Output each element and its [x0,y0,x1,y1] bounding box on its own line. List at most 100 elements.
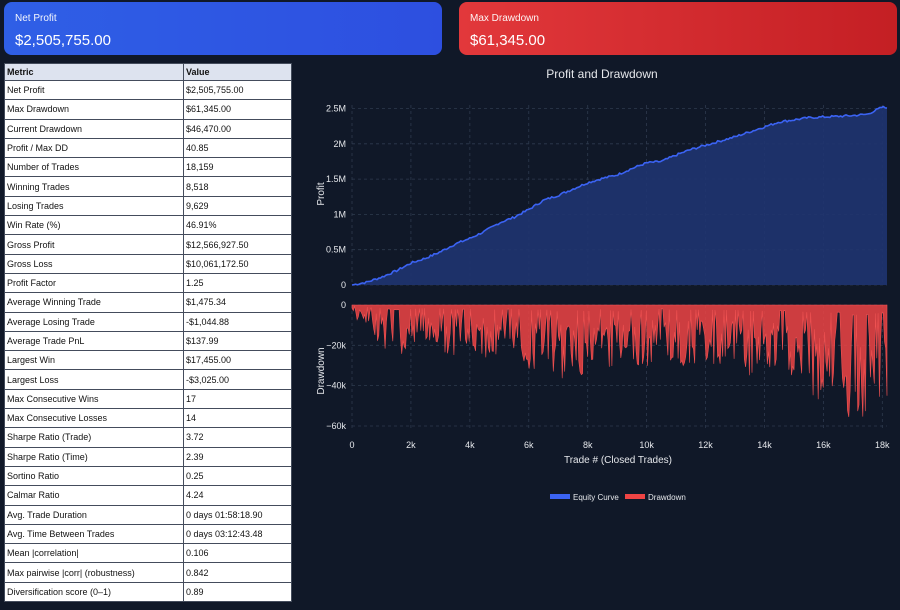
metric-name-cell: Avg. Time Between Trades [4,523,184,545]
metric-value-cell: 0.25 [183,465,292,487]
metrics-header-row: Metric Value [4,63,292,81]
table-row: Max Consecutive Wins 17 [4,388,292,410]
metric-name-cell: Max Drawdown [4,99,184,120]
metric-name-cell: Largest Loss [4,369,184,390]
legend-label-equity-curve: Equity Curve [573,493,619,502]
table-row: Diversification score (0–1) 0.89 [4,581,292,603]
table-row: Average Trade PnL $137.99 [4,330,292,352]
metric-name-cell: Net Profit [4,79,184,101]
metrics-table-container: Metric Value Net Profit $2,505,755.00 Max … [4,63,292,603]
x-tick-label: 18k [875,440,890,450]
profit-y-tick-label: 1.5M [326,174,346,184]
x-tick-label: 16k [816,440,831,450]
legend-item-equity-curve[interactable]: Equity Curve [550,493,619,502]
equity-curve-line [351,105,888,286]
table-row: Max Consecutive Losses 14 [4,408,292,429]
metric-value-cell: 40.85 [183,137,292,159]
table-row: Average Winning Trade $1,475.34 [4,292,292,313]
legend-swatch-equity-curve [550,494,570,499]
drawdown-panel [351,304,888,418]
table-row: Max pairwise |corr| (robustness) 0.842 [4,562,292,583]
table-row: Losing Trades 9,629 [4,195,292,217]
metric-name-cell: Number of Trades [4,157,184,178]
metric-value-cell: $10,061,172.50 [183,253,292,274]
table-row: Gross Profit $12,566,927.50 [4,234,292,255]
metric-value-cell: $61,345.00 [183,99,292,120]
net-profit-card-value: $2,505,755.00 [15,32,111,49]
metrics-table: Metric Value Net Profit $2,505,755.00 Max … [4,63,292,603]
max-drawdown-card-title: Max Drawdown [470,13,539,24]
metric-value-cell: $17,455.00 [183,350,292,371]
metric-value-cell: -$1,044.88 [183,311,292,332]
metric-value-cell: $2,505,755.00 [183,79,292,101]
metric-value-cell: -$3,025.00 [183,369,292,390]
metric-value-cell: 46.91% [183,215,292,236]
metric-name-cell: Largest Win [4,350,184,371]
metric-name-cell: Sortino Ratio [4,465,184,487]
x-tick-label: 14k [757,440,772,450]
metric-value-cell: $1,475.34 [183,292,292,313]
metric-name-cell: Profit Factor [4,272,184,294]
profit-y-tick-label: 2M [333,139,346,149]
metric-name-cell: Gross Profit [4,234,184,255]
metric-value-cell: 18,159 [183,157,292,178]
x-tick-label: 10k [639,440,654,450]
metric-name-cell: Max pairwise |corr| (robustness) [4,562,184,583]
x-tick-label: 4k [465,440,475,450]
drawdown-y-tick-label: −60k [326,421,346,431]
table-row: Max Drawdown $61,345.00 [4,99,292,120]
metric-value-cell: 0.106 [183,543,292,564]
profit-y-tick-label: 0 [341,280,346,290]
drawdown-axis-label: Drawdown [316,347,327,394]
max-drawdown-card: Max Drawdown $61,345.00 [459,2,897,55]
metric-name-cell: Max Consecutive Losses [4,408,184,429]
metric-name-cell: Current Drawdown [4,118,184,139]
x-tick-label: 0 [349,440,354,450]
table-row: Current Drawdown $46,470.00 [4,118,292,139]
x-tick-label: 2k [406,440,416,450]
metric-name-cell: Winning Trades [4,176,184,197]
equity-curve-area [352,106,887,285]
metric-name-cell: Gross Loss [4,253,184,274]
drawdown-y-tick-label: −40k [326,381,346,391]
metric-name-cell: Sharpe Ratio (Time) [4,446,184,467]
profit-panel [351,105,888,286]
table-row: Largest Win $17,455.00 [4,350,292,371]
table-row: Avg. Time Between Trades 0 days 03:12:43.… [4,523,292,545]
metric-value-cell: 4.24 [183,485,292,506]
table-row: Sortino Ratio 0.25 [4,465,292,487]
profit-y-tick-label: 2.5M [326,104,346,114]
metric-value-cell: 0 days 01:58:18.90 [183,504,292,525]
metric-name-cell: Losing Trades [4,195,184,217]
x-tick-label: 12k [698,440,713,450]
metric-value-cell: 2.39 [183,446,292,467]
table-row: Sharpe Ratio (Time) 2.39 [4,446,292,467]
legend-label-drawdown: Drawdown [648,493,686,502]
table-row: Mean |correlation| 0.106 [4,543,292,564]
metric-value-cell: $12,566,927.50 [183,234,292,255]
metric-value-cell: 17 [183,388,292,410]
chart-axes: 0 2k 4k 6k 8k 10k 12k 14k 16k 18k 0 0.5M 1M 1.5M 2M 2.5… [326,104,890,450]
metric-value-cell: 0.842 [183,562,292,583]
metric-value-cell: 14 [183,408,292,429]
metric-value-cell: 0.89 [183,581,292,603]
chart-title: Profit and Drawdown [546,67,657,81]
table-row: Profit / Max DD 40.85 [4,137,292,159]
x-tick-label: 8k [583,440,593,450]
legend-item-drawdown[interactable]: Drawdown [625,493,686,502]
table-row: Avg. Trade Duration 0 days 01:58:18.90 [4,504,292,525]
table-row: Average Losing Trade -$1,044.88 [4,311,292,332]
metric-value-cell: 1.25 [183,272,292,294]
profit-y-tick-label: 1M [333,209,346,219]
metric-name-cell: Win Rate (%) [4,215,184,236]
net-profit-card-title: Net Profit [15,13,57,24]
table-row: Win Rate (%) 46.91% [4,215,292,236]
chart-svg: Profit and Drawdown 0 2k 4k 6k 8k 10k 12k 14k 16… [316,67,890,502]
x-axis-label: Trade # (Closed Trades) [564,455,672,466]
x-tick-label: 6k [524,440,534,450]
table-row: Net Profit $2,505,755.00 [4,79,292,101]
drawdown-y-tick-label: −20k [326,340,346,350]
profit-axis-label: Profit [316,182,327,206]
metric-name-cell: Profit / Max DD [4,137,184,159]
metric-value-cell: 3.72 [183,427,292,448]
